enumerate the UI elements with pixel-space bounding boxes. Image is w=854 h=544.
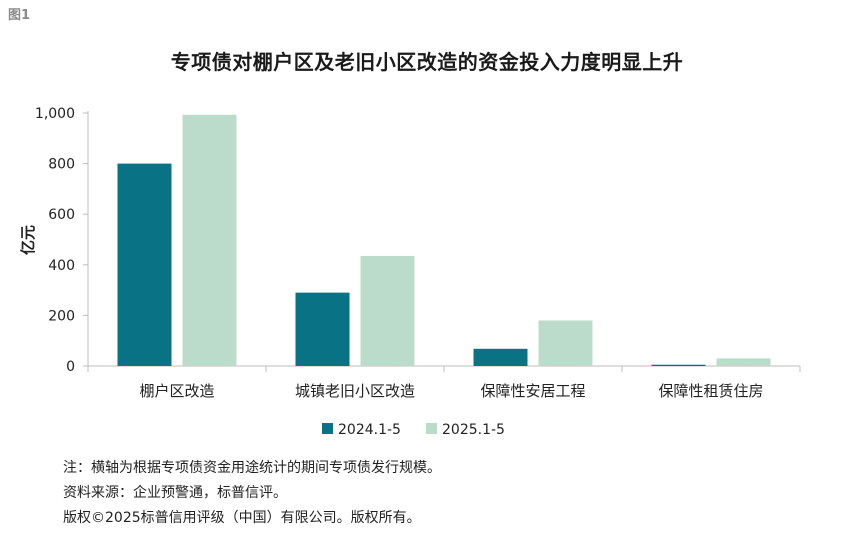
y-tick-label: 200 — [48, 308, 75, 324]
bar-series1 — [651, 364, 706, 366]
source-line: 资料来源：企业预警通，标普信评。 — [63, 485, 287, 501]
bar-series2 — [182, 114, 237, 367]
copyright-line: 版权©2025标普信用评级（中国）有限公司。版权所有。 — [63, 510, 421, 526]
legend-swatch — [426, 423, 437, 434]
y-tick-label: 400 — [48, 258, 75, 274]
legend-swatch — [322, 423, 333, 434]
y-tick-label: 0 — [66, 359, 75, 375]
figure-label: 图1 — [8, 8, 31, 23]
y-tick-label: 800 — [48, 157, 75, 173]
x-tick-label: 保障性安居工程 — [480, 382, 585, 400]
y-tick-label: 1,000 — [35, 106, 75, 122]
y-axis-label: 亿元 — [19, 225, 37, 255]
x-tick-label: 保障性租赁住房 — [658, 382, 763, 400]
legend-label: 2025.1-5 — [442, 422, 505, 438]
bar-series1 — [117, 163, 172, 366]
bar-series1 — [473, 348, 528, 366]
bar-series2 — [538, 320, 593, 366]
notes: 注：横轴为根据专项债资金用途统计的期间专项债发行规模。 资料来源：企业预警通，标… — [63, 456, 441, 531]
chart-title: 专项债对棚户区及老旧小区改造的资金投入力度明显上升 — [170, 50, 684, 74]
bar-series2 — [716, 358, 771, 366]
note-line: 注：横轴为根据专项债资金用途统计的期间专项债发行规模。 — [63, 460, 441, 476]
y-tick-label: 600 — [48, 207, 75, 223]
bar-series2 — [360, 255, 415, 366]
bar-series1 — [295, 292, 350, 366]
x-tick-label: 棚户区改造 — [139, 382, 214, 400]
legend-label: 2024.1-5 — [338, 422, 401, 438]
x-tick-label: 城镇老旧小区改造 — [295, 382, 415, 400]
